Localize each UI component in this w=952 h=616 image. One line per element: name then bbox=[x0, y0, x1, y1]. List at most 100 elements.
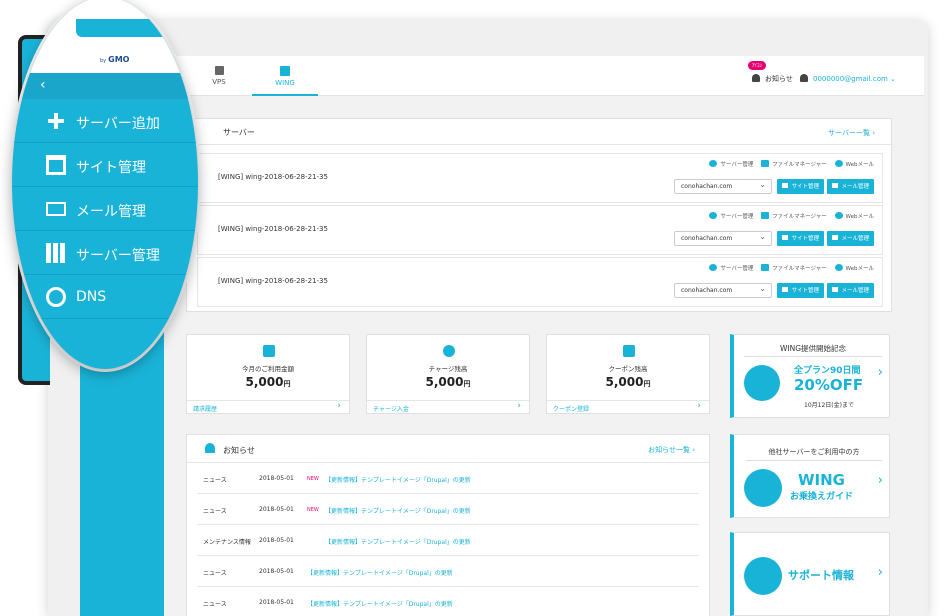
top-bar: VPS WING ｱｲｺﾝ お知らせ 0000000@gmail.com ⌄ bbox=[164, 56, 924, 96]
sidebar-item-server-manage[interactable]: サーバー管理 bbox=[12, 231, 198, 275]
window-icon bbox=[782, 183, 789, 188]
news-category: メンテナンス情報 bbox=[203, 539, 251, 546]
news-date: 2018-05-01 bbox=[259, 537, 294, 544]
mail-icon bbox=[832, 287, 839, 292]
domain-select[interactable]: conohachan.com bbox=[674, 283, 772, 298]
server-name: [WING] wing-2018-06-28-21-35 bbox=[218, 173, 328, 181]
truck-icon bbox=[744, 469, 782, 507]
tab-wing[interactable]: WING bbox=[252, 56, 318, 96]
mail-manage-button[interactable]: メール管理 bbox=[827, 231, 874, 246]
news-title-link[interactable]: 【更新情報】テンプレートイメージ「Drupal」の更新 bbox=[325, 508, 471, 515]
window-icon bbox=[782, 287, 789, 292]
server-list-link[interactable]: サーバー一覧 › bbox=[828, 129, 875, 137]
sidebar-item-site-manage[interactable]: サイト管理 bbox=[12, 143, 198, 187]
tab-vps[interactable]: VPS bbox=[206, 56, 232, 96]
webmail-link[interactable]: Webメール bbox=[834, 160, 875, 168]
folder-icon bbox=[761, 212, 770, 219]
notifications-link[interactable]: お知らせ bbox=[752, 74, 793, 84]
news-title-link[interactable]: 【更新情報】テンプレートイメージ「Drupal」の更新 bbox=[325, 477, 471, 484]
sidebar-item-mail-manage[interactable]: メール管理 bbox=[12, 187, 198, 231]
user-menu[interactable]: 0000000@gmail.com ⌄ bbox=[800, 74, 896, 83]
new-badge: NEW bbox=[307, 507, 319, 513]
site-manage-button[interactable]: サイト管理 bbox=[777, 283, 824, 298]
news-list-link[interactable]: お知らせ一覧 › bbox=[648, 446, 695, 454]
main-content: サーバー サーバー一覧 › [WING] wing-2018-06-28-21-… bbox=[164, 96, 924, 616]
news-title-link[interactable]: 【更新情報】テンプレートイメージ「Drupal」の更新 bbox=[307, 570, 453, 577]
promo-line: サポート情報 bbox=[788, 569, 854, 582]
charge-card: チャージ残高 5,000円 チャージ入金 bbox=[366, 334, 530, 414]
sidebar-item-add-server[interactable]: サーバー追加 bbox=[12, 99, 198, 143]
mail-manage-label: メール管理 bbox=[841, 184, 869, 190]
server-links: サーバー管理 ファイルマネージャー Webメール bbox=[703, 212, 874, 220]
domain-select[interactable]: conohachan.com bbox=[674, 231, 772, 246]
server-row: [WING] wing-2018-06-28-21-35 サーバー管理 ファイル… bbox=[197, 257, 883, 307]
coupon-icon bbox=[623, 345, 635, 357]
promo-heading: WING提供開始記念 bbox=[744, 343, 882, 357]
promo-banner-support[interactable]: サポート情報 › bbox=[730, 532, 890, 616]
logo-gmo-text: GMO bbox=[108, 55, 130, 64]
dollar-icon bbox=[443, 345, 455, 357]
gear-icon bbox=[709, 160, 718, 167]
card-amount: 5,000 bbox=[605, 375, 644, 389]
conoha-logo: by GMO bbox=[12, 0, 198, 73]
site-manage-label: サイト管理 bbox=[791, 236, 819, 242]
news-date: 2018-05-01 bbox=[259, 568, 294, 575]
card-unit: 円 bbox=[283, 380, 291, 388]
mail-manage-label: メール管理 bbox=[841, 288, 869, 294]
webmail-label: Webメール bbox=[845, 214, 875, 220]
server-manage-link[interactable]: サーバー管理 bbox=[709, 160, 753, 168]
news-category: ニュース bbox=[203, 477, 227, 484]
mail-manage-button[interactable]: メール管理 bbox=[827, 283, 874, 298]
file-manager-label: ファイルマネージャー bbox=[772, 266, 827, 272]
bell-icon bbox=[752, 74, 760, 82]
folder-icon bbox=[761, 160, 770, 167]
news-title-link[interactable]: 【更新情報】テンプレートイメージ「Drupal」の更新 bbox=[325, 539, 471, 546]
charge-link[interactable]: チャージ入金 bbox=[367, 400, 529, 413]
gear-icon bbox=[709, 212, 718, 219]
webmail-link[interactable]: Webメール bbox=[834, 212, 875, 220]
chevron-right-icon: › bbox=[877, 365, 883, 380]
site-manage-button[interactable]: サイト管理 bbox=[777, 179, 824, 194]
promo-banner-discount[interactable]: WING提供開始記念 全プラン90日間 20%OFF 10月12日(金)まで › bbox=[730, 334, 890, 418]
sidebar-item-dns[interactable]: DNS bbox=[12, 275, 198, 319]
magnified-sidebar: by GMO ‹ サーバー追加 サイト管理 メール管理 サーバー管理 DNS bbox=[12, 0, 198, 369]
webmail-icon bbox=[834, 212, 843, 219]
chevron-right-icon: › bbox=[877, 473, 883, 488]
server-row: [WING] wing-2018-06-28-21-35 サーバー管理 ファイル… bbox=[197, 153, 883, 203]
promo-banner-migration[interactable]: 他社サーバーをご利用中の方 WING お乗換えガイド › bbox=[730, 434, 890, 518]
billing-history-link[interactable]: 請求履歴 bbox=[187, 400, 349, 413]
server-links: サーバー管理 ファイルマネージャー Webメール bbox=[703, 264, 874, 272]
folder-icon bbox=[761, 264, 770, 271]
sidebar-item-label: DNS bbox=[76, 289, 107, 305]
mail-icon bbox=[46, 202, 66, 216]
promo-line: 全プラン90日間 bbox=[794, 366, 861, 376]
window-icon bbox=[46, 155, 66, 175]
promo-heading: 他社サーバーをご利用中の方 bbox=[746, 447, 882, 461]
site-manage-button[interactable]: サイト管理 bbox=[777, 231, 824, 246]
webmail-link[interactable]: Webメール bbox=[834, 264, 874, 272]
domain-select[interactable]: conohachan.com bbox=[674, 179, 772, 194]
news-item: ニュース 2018-05-01 NEW 【更新情報】テンプレートイメージ「Dru… bbox=[197, 494, 699, 525]
card-amount: 5,000 bbox=[245, 375, 284, 389]
sidebar-back-button[interactable]: ‹ bbox=[12, 73, 198, 99]
bell-icon bbox=[205, 443, 215, 453]
news-item: メンテナンス情報 2018-05-01 【更新情報】テンプレートイメージ「Dru… bbox=[197, 525, 699, 556]
card-label: クーポン残高 bbox=[608, 365, 648, 373]
webmail-label: Webメール bbox=[845, 162, 875, 168]
gear-icon bbox=[709, 264, 718, 271]
logo-wordmark bbox=[76, 19, 168, 37]
news-title-link[interactable]: 【更新情報】テンプレートイメージ「Drupal」の更新 bbox=[307, 601, 453, 608]
globe-icon bbox=[46, 287, 66, 307]
server-manage-link[interactable]: サーバー管理 bbox=[709, 212, 753, 220]
sidebar-item-label: メール管理 bbox=[76, 204, 146, 220]
file-manager-link[interactable]: ファイルマネージャー bbox=[761, 160, 827, 168]
site-manage-label: サイト管理 bbox=[791, 184, 819, 190]
file-manager-link[interactable]: ファイルマネージャー bbox=[761, 212, 827, 220]
mail-manage-button[interactable]: メール管理 bbox=[827, 179, 874, 194]
card-amount: 5,000 bbox=[425, 375, 464, 389]
coupon-register-link[interactable]: クーポン登録 bbox=[547, 400, 709, 413]
server-list-label: サーバー一覧 bbox=[828, 129, 870, 137]
file-manager-link[interactable]: ファイルマネージャー bbox=[761, 264, 827, 272]
server-manage-link[interactable]: サーバー管理 bbox=[709, 264, 753, 272]
server-links: サーバー管理 ファイルマネージャー Webメール bbox=[703, 160, 874, 168]
